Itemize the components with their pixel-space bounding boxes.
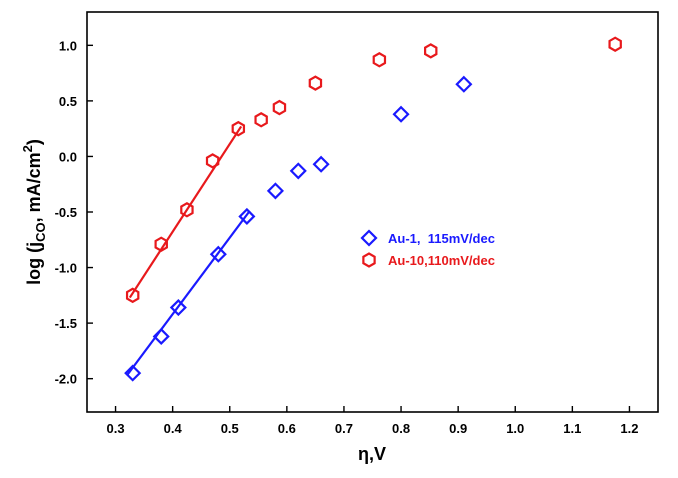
y-axis-label-unit: , mA/cm — [24, 152, 44, 222]
fit-lines — [126, 125, 251, 376]
y-tick-label: -1.5 — [55, 316, 77, 331]
data-point-series-1 — [372, 52, 387, 68]
y-tick-label: -0.5 — [55, 205, 77, 220]
data-point-series-0 — [289, 162, 307, 180]
x-tick-label: 0.7 — [335, 421, 353, 436]
data-point-series-0 — [312, 155, 330, 173]
data-point-series-1 — [125, 287, 140, 304]
legend-label-series-0: Au-1, 115mV/dec — [388, 231, 495, 246]
x-axis-ticks: 0.3 0.4 0.5 0.6 0.7 0.8 0.9 1.0 1.1 1.2 — [107, 406, 638, 436]
data-point-series-0 — [124, 364, 142, 382]
data-point-series-0 — [392, 105, 410, 123]
y-axis-label: log (jCO, mA/cm2) — [20, 139, 48, 285]
y-axis-label-superscript: 2 — [20, 145, 35, 152]
y-tick-label: -2.0 — [55, 372, 77, 387]
data-point-series-1 — [231, 120, 246, 137]
y-tick-label: 0.0 — [59, 149, 77, 164]
x-tick-label: 0.8 — [392, 421, 410, 436]
y-axis-ticks: -2.0 -1.5 -1.0 -0.5 0.0 0.5 1.0 — [55, 38, 93, 387]
legend-marker-series-0 — [360, 229, 378, 247]
data-point-series-1 — [608, 36, 622, 52]
data-points — [124, 36, 622, 382]
data-point-series-1 — [254, 112, 268, 128]
x-axis-label: η,V — [358, 444, 386, 464]
x-tick-label: 0.9 — [449, 421, 467, 436]
data-point-series-1 — [308, 75, 323, 91]
x-tick-label: 0.5 — [221, 421, 239, 436]
y-axis-label-subscript: CO — [33, 222, 48, 242]
x-tick-label: 1.1 — [563, 421, 581, 436]
x-tick-label: 1.2 — [620, 421, 638, 436]
y-tick-label: 0.5 — [59, 94, 77, 109]
data-point-series-0 — [169, 298, 187, 317]
data-point-series-0 — [238, 207, 256, 226]
y-axis-label-close: ) — [24, 139, 44, 145]
data-point-series-1 — [424, 43, 438, 59]
x-tick-label: 0.4 — [164, 421, 183, 436]
data-point-series-0 — [209, 245, 227, 263]
data-point-series-0 — [152, 327, 170, 346]
data-point-series-0 — [455, 75, 473, 93]
fit-line-series-1 — [128, 125, 243, 299]
x-tick-label: 1.0 — [506, 421, 524, 436]
data-point-series-0 — [266, 182, 284, 200]
x-tick-label: 0.3 — [107, 421, 125, 436]
y-axis-label-main: log (j — [24, 242, 44, 285]
data-point-series-1 — [180, 202, 194, 218]
y-tick-label: 1.0 — [59, 38, 77, 53]
data-point-series-1 — [205, 153, 220, 169]
data-point-series-1 — [272, 99, 287, 116]
y-tick-label: -1.0 — [55, 261, 77, 276]
x-tick-label: 0.6 — [278, 421, 296, 436]
plot-frame — [86, 11, 659, 413]
fit-line-series-0 — [126, 210, 251, 376]
data-point-series-1 — [154, 236, 168, 252]
legend-label-series-1: Au-10,110mV/dec — [388, 253, 495, 268]
legend-marker-series-1 — [362, 252, 376, 268]
legend: Au-1, 115mV/dec Au-10,110mV/dec — [360, 229, 495, 268]
